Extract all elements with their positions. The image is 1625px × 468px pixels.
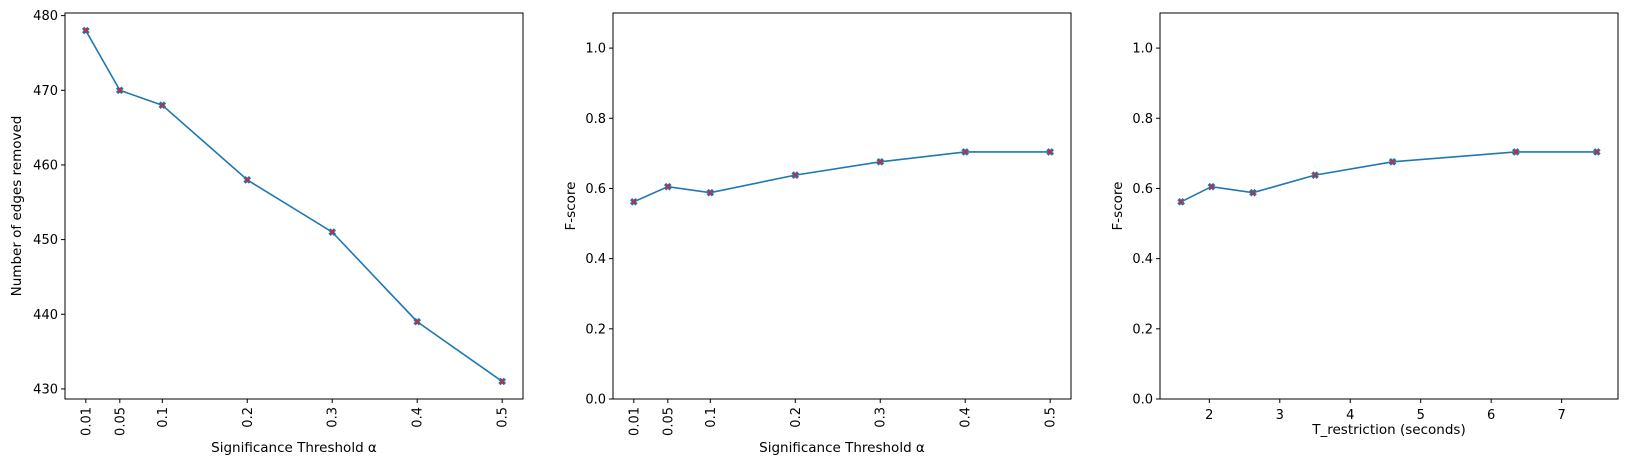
chart-1-xtick-label: 0.05 bbox=[113, 407, 128, 436]
chart-1-ytick-label: 450 bbox=[33, 233, 58, 248]
chart-2-xtick-label: 0.01 bbox=[627, 407, 642, 436]
chart-3-data-point bbox=[1311, 171, 1319, 179]
chart-1-data-point bbox=[81, 26, 90, 35]
chart-2-xtick-label: 0.05 bbox=[661, 407, 676, 436]
chart-2: 0.0 0.2 0.4 0.6 0.8 1.0 0.01 0.05 0.1 0.2 0.3 0.4 0.… bbox=[563, 12, 1072, 456]
chart-3-y-axis-label: F-score bbox=[1110, 182, 1126, 231]
chart-3-xtick-label: 6 bbox=[1487, 408, 1495, 423]
chart-1-data-point bbox=[328, 228, 337, 236]
chart-3-ytick-label: 1.0 bbox=[1132, 42, 1153, 57]
chart-2-xtick-label: 0.5 bbox=[1044, 407, 1059, 428]
chart-1-xtick-label: 0.01 bbox=[79, 407, 94, 436]
chart-1-data-point bbox=[158, 101, 167, 110]
chart-2-data-point bbox=[1046, 148, 1055, 156]
chart-1-data-point bbox=[413, 317, 422, 326]
chart-1-ytick-label: 440 bbox=[33, 308, 58, 323]
chart-2-ytick-label: 0.6 bbox=[585, 182, 606, 197]
chart-3-ytick-label: 0.4 bbox=[1132, 252, 1153, 267]
chart-3-xtick-label: 4 bbox=[1346, 408, 1354, 423]
chart-3-data-point bbox=[1207, 182, 1216, 191]
chart-1-ytick-label: 470 bbox=[33, 84, 58, 99]
chart-3-ytick-label: 0.6 bbox=[1132, 182, 1153, 197]
chart-1-xtick-label: 0.5 bbox=[496, 407, 511, 428]
chart-1-ytick-label: 430 bbox=[33, 382, 58, 397]
chart-2-xtick-label: 0.3 bbox=[874, 407, 889, 428]
chart-2-data-point bbox=[629, 197, 638, 206]
chart-1-x-axis-label: Significance Threshold α bbox=[211, 440, 377, 456]
chart-3-data-point bbox=[1593, 148, 1601, 156]
chart-1-xtick-label: 0.1 bbox=[156, 407, 171, 428]
chart-3-data-point bbox=[1511, 148, 1520, 156]
chart-3-xtick-label: 7 bbox=[1557, 408, 1565, 423]
chart-1-axes-frame bbox=[64, 12, 524, 400]
chart-3-data-point bbox=[1388, 157, 1397, 166]
chart-1-xtick-label: 0.2 bbox=[241, 407, 256, 428]
chart-2-axes-frame bbox=[612, 12, 1072, 400]
chart-2-ytick-label: 0.0 bbox=[585, 393, 606, 408]
chart-1-ytick-label: 480 bbox=[33, 9, 58, 24]
chart-3: 0.0 0.2 0.4 0.6 0.8 1.0 2 3 4 5 6 7 T_restriction (s… bbox=[1110, 12, 1619, 438]
chart-1-data-point bbox=[498, 377, 507, 386]
chart-2-data-point bbox=[706, 188, 715, 197]
chart-2-data-point bbox=[791, 171, 800, 179]
chart-3-x-axis-label: T_restriction (seconds) bbox=[1311, 422, 1465, 438]
chart-2-ytick-label: 1.0 bbox=[585, 42, 606, 57]
chart-2-ytick-label: 0.2 bbox=[585, 322, 606, 337]
chart-2-data-point bbox=[663, 182, 672, 191]
chart-1-y-axis-label: Number of edges removed bbox=[9, 116, 25, 297]
chart-2-data-point bbox=[961, 148, 970, 156]
chart-2-ytick-label: 0.8 bbox=[585, 112, 606, 127]
chart-2-x-axis-label: Significance Threshold α bbox=[759, 440, 925, 456]
chart-3-ytick-label: 0.8 bbox=[1132, 112, 1153, 127]
chart-2-y-axis-label: F-score bbox=[563, 182, 579, 231]
chart-2-ytick-label: 0.4 bbox=[585, 252, 606, 267]
chart-2-data-point bbox=[876, 157, 885, 166]
chart-3-ytick-label: 0.0 bbox=[1132, 393, 1153, 408]
chart-3-xtick-label: 3 bbox=[1276, 408, 1284, 423]
chart-1-data-point bbox=[115, 86, 124, 95]
chart-1-xtick-label: 0.3 bbox=[326, 407, 341, 428]
chart-3-axes-frame bbox=[1159, 12, 1619, 400]
chart-3-data-point bbox=[1249, 188, 1257, 197]
chart-3-ytick-label: 0.2 bbox=[1132, 322, 1153, 337]
chart-3-data-point bbox=[1177, 197, 1185, 206]
chart-1: 430 440 450 460 470 480 0.01 0.05 0.1 0.2 0.3 0.4 0.… bbox=[9, 9, 524, 456]
chart-2-xtick-label: 0.4 bbox=[959, 407, 974, 428]
chart-3-xtick-label: 5 bbox=[1417, 408, 1425, 423]
chart-1-data-point bbox=[243, 176, 252, 184]
chart-1-ytick-label: 460 bbox=[33, 158, 58, 173]
chart-2-xtick-label: 0.2 bbox=[789, 407, 804, 428]
chart-2-xtick-label: 0.1 bbox=[704, 407, 719, 428]
chart-1-xtick-label: 0.4 bbox=[411, 407, 426, 428]
chart-3-xtick-label: 2 bbox=[1205, 408, 1213, 423]
